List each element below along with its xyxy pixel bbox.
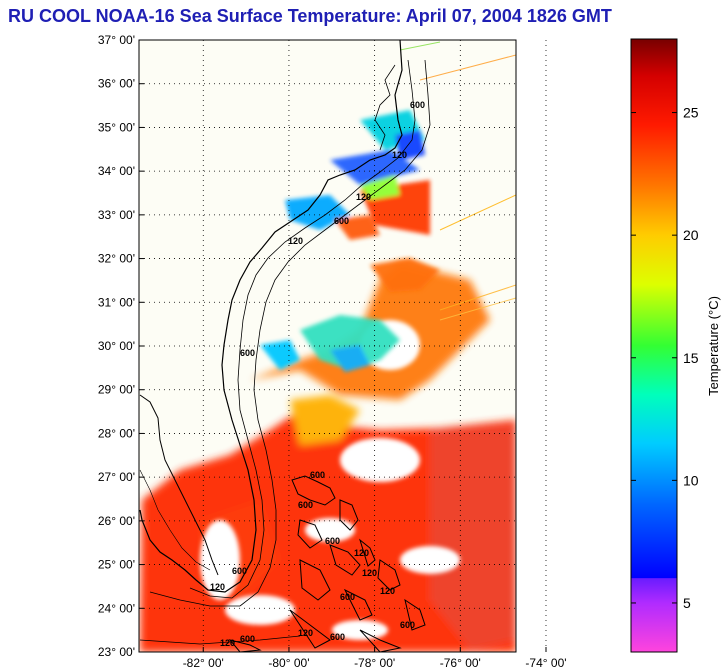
contour-label: 600 [334,216,349,226]
contour-label: 120 [298,628,313,638]
contour-label: 600 [240,348,255,358]
latitude-label: 25° 00' [98,558,135,572]
latitude-label: 32° 00' [98,252,135,266]
latitude-label: 23° 00' [98,645,135,659]
florida-west-coast [139,394,219,576]
contour-label: 600 [330,632,345,642]
latitude-label: 34° 00' [98,164,135,178]
latitude-label: 37° 00' [98,33,135,47]
latitude-label: 24° 00' [98,601,135,615]
colorbar-ticks: 25 20 15 10 5 [631,105,699,611]
latitude-label: 35° 00' [98,120,135,134]
longitude-label: -80° 00' [268,656,309,670]
latitude-label: 31° 00' [98,295,135,309]
longitude-label: -76° 00' [440,656,481,670]
colorbar-tick-label: 5 [683,595,691,611]
contour-label: 120 [380,586,395,596]
colorbar-tick-label: 20 [683,227,699,243]
map-frame [138,39,517,653]
latitude-label: 27° 00' [98,470,135,484]
contour-120 [189,59,416,599]
contour-label: 600 [410,100,425,110]
contour-label: 120 [392,150,407,160]
contour-label: 120 [220,638,235,648]
longitude-label: -78° 00' [354,656,395,670]
colorbar-tick-label: 15 [683,350,699,366]
latitude-labels: 37° 00' 36° 00' 35° 00' 34° 00' 33° 00' 32° 0… [98,33,135,659]
contour-label: 600 [310,470,325,480]
contour-label: 600 [340,592,355,602]
latitude-label: 28° 00' [98,426,135,440]
contour-label: 120 [354,548,369,558]
latitude-label: 29° 00' [98,383,135,397]
latitude-label: 30° 00' [98,339,135,353]
sst-data-layer: 600 120 120 600 120 600 600 600 600 120 … [139,40,516,652]
contour-label: 600 [232,566,247,576]
latitude-label: 36° 00' [98,77,135,91]
colorbar-tick-label: 25 [683,105,699,121]
coastline [139,40,403,593]
colorbar [630,38,678,653]
contour-600 [239,59,431,607]
latitude-label: 33° 00' [98,208,135,222]
contour-label: 120 [356,192,371,202]
map-title: RU COOL NOAA-16 Sea Surface Temperature:… [8,6,612,26]
latitude-label: 26° 00' [98,514,135,528]
longitude-label: -74° 00' [525,656,566,670]
contour-label: 120 [210,582,225,592]
bahamas-islands [228,475,426,652]
contour-label: 600 [325,536,340,546]
colorbar-title: Temperature (°C) [706,296,721,396]
contour-label: 600 [240,634,255,644]
contour-label: 120 [288,236,303,246]
colorbar-tick-label: 10 [683,472,699,488]
longitude-label: -82° 00' [183,656,224,670]
contour-label: 600 [400,620,415,630]
longitude-labels: -82° 00' -80° 00' -78° 00' -76° 00' -74° 00' [183,656,567,670]
contour-label: 120 [362,568,377,578]
graticule [139,39,547,653]
contour-label: 600 [298,500,313,510]
